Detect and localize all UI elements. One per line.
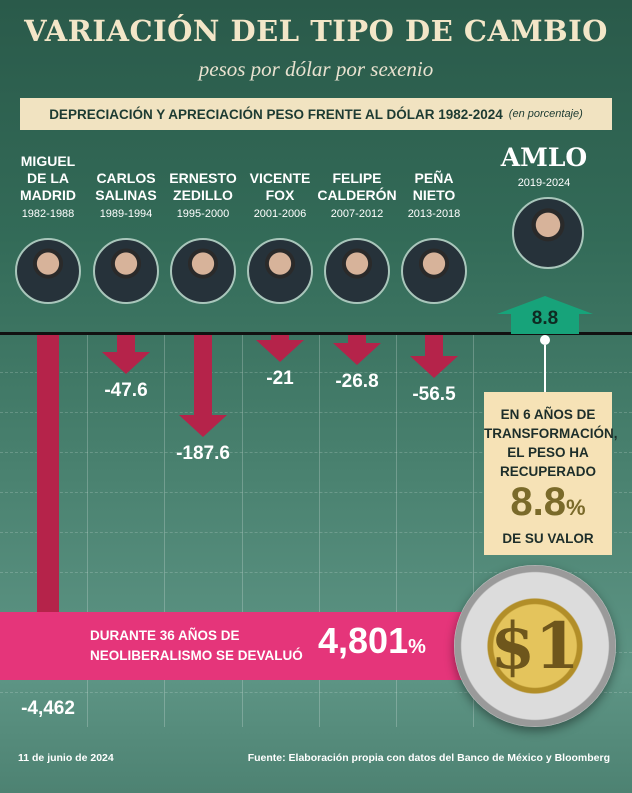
grid-line-vertical bbox=[396, 332, 397, 727]
neoliberal-value: 4,801% bbox=[318, 620, 426, 662]
bar-value-label: -47.6 bbox=[104, 380, 148, 402]
bar-value-label: -4,462 bbox=[21, 698, 75, 719]
peso-coin-icon: $1 bbox=[454, 565, 616, 727]
bar-arrow bbox=[194, 335, 212, 416]
bar-arrow-head bbox=[256, 340, 304, 363]
grid-line-horizontal bbox=[0, 692, 632, 693]
president-avatar bbox=[247, 238, 313, 304]
bar-arrow-head bbox=[333, 343, 381, 366]
grid-line-horizontal bbox=[0, 372, 632, 373]
president-years: 1982-1988 bbox=[21, 208, 75, 220]
grid-line-horizontal bbox=[0, 532, 632, 533]
neoliberal-band bbox=[0, 612, 466, 680]
grid-line-vertical bbox=[473, 332, 474, 727]
president-avatar bbox=[93, 238, 159, 304]
bar-value-label: -56.5 bbox=[412, 384, 456, 406]
president-years: 1995-2000 bbox=[176, 208, 230, 220]
president-years: 2013-2018 bbox=[407, 208, 461, 220]
bar-arrow bbox=[511, 314, 579, 334]
chart-banner: DEPRECIACIÓN Y APRECIACIÓN PESO FRENTE A… bbox=[20, 98, 612, 130]
bar-arrow-head bbox=[102, 352, 150, 375]
bar-arrow bbox=[271, 335, 289, 341]
bar-value-label: -187.6 bbox=[176, 443, 230, 465]
bar-arrow-head bbox=[410, 356, 458, 379]
page-title: VARIACIÓN DEL TIPO DE CAMBIO bbox=[24, 14, 608, 48]
neoliberal-unit: % bbox=[408, 636, 426, 658]
bar-arrow-head bbox=[497, 296, 593, 314]
bar-arrow bbox=[37, 335, 59, 639]
connector-line bbox=[544, 345, 546, 392]
amlo-callout: EN 6 AÑOS DE TRANSFORMACIÓN, EL PESO HA … bbox=[484, 392, 618, 555]
amlo-avatar bbox=[512, 197, 584, 269]
grid-line-horizontal bbox=[0, 452, 632, 453]
grid-line-horizontal bbox=[0, 412, 632, 413]
chart-baseline bbox=[0, 332, 632, 335]
president-avatar bbox=[170, 238, 236, 304]
president-name: PEÑA NIETO bbox=[412, 170, 456, 203]
grid-line-horizontal bbox=[0, 492, 632, 493]
president-name: FELIPE CALDERÓN bbox=[317, 170, 397, 203]
president-avatar bbox=[324, 238, 390, 304]
president-avatar bbox=[401, 238, 467, 304]
amlo-callout-unit: % bbox=[566, 495, 586, 520]
connector-dot bbox=[540, 335, 550, 345]
president-name: MIGUEL DE LA MADRID bbox=[20, 153, 76, 203]
amlo-callout-footer: DE SU VALOR bbox=[502, 531, 594, 546]
neoliberal-text: DURANTE 36 AÑOS DE NEOLIBERALISMO SE DEV… bbox=[90, 628, 303, 663]
banner-title: DEPRECIACIÓN Y APRECIACIÓN PESO FRENTE A… bbox=[49, 106, 503, 122]
bar-arrow-head bbox=[179, 415, 227, 438]
coin-label: $1 bbox=[490, 608, 580, 684]
bar-arrow bbox=[425, 335, 443, 357]
president-years: 2001-2006 bbox=[253, 208, 307, 220]
amlo-callout-value: 8.8% bbox=[484, 481, 612, 529]
grid-line-vertical bbox=[242, 332, 243, 727]
banner-note: (en porcentaje) bbox=[508, 108, 583, 120]
grid-line-vertical bbox=[319, 332, 320, 727]
amlo-callout-number: 8.8 bbox=[510, 480, 567, 524]
amlo-callout-text: EN 6 AÑOS DE TRANSFORMACIÓN, EL PESO HA … bbox=[484, 407, 618, 479]
bar-value-label: 8.8 bbox=[531, 308, 559, 329]
bar-value-label: -21 bbox=[266, 368, 294, 390]
amlo-years: 2019-2024 bbox=[517, 177, 571, 189]
footer-date: 11 de junio de 2024 bbox=[18, 752, 114, 764]
neoliberal-number: 4,801 bbox=[318, 620, 409, 661]
bar-arrow bbox=[117, 335, 135, 353]
grid-line-vertical bbox=[87, 332, 88, 727]
footer-source: Fuente: Elaboración propia con datos del… bbox=[247, 752, 610, 764]
president-name: VICENTE FOX bbox=[249, 170, 311, 203]
page-subtitle: pesos por dólar por sexenio bbox=[198, 57, 434, 81]
president-name: CARLOS SALINAS bbox=[95, 170, 157, 203]
president-name: ERNESTO ZEDILLO bbox=[169, 170, 237, 203]
president-years: 2007-2012 bbox=[330, 208, 384, 220]
president-avatar bbox=[15, 238, 81, 304]
grid-line-vertical bbox=[164, 332, 165, 727]
bar-arrow bbox=[348, 335, 366, 344]
bar-value-label: -26.8 bbox=[335, 371, 379, 393]
amlo-name: AMLO bbox=[500, 143, 588, 172]
grid-line-horizontal bbox=[0, 572, 632, 573]
president-years: 1989-1994 bbox=[99, 208, 153, 220]
